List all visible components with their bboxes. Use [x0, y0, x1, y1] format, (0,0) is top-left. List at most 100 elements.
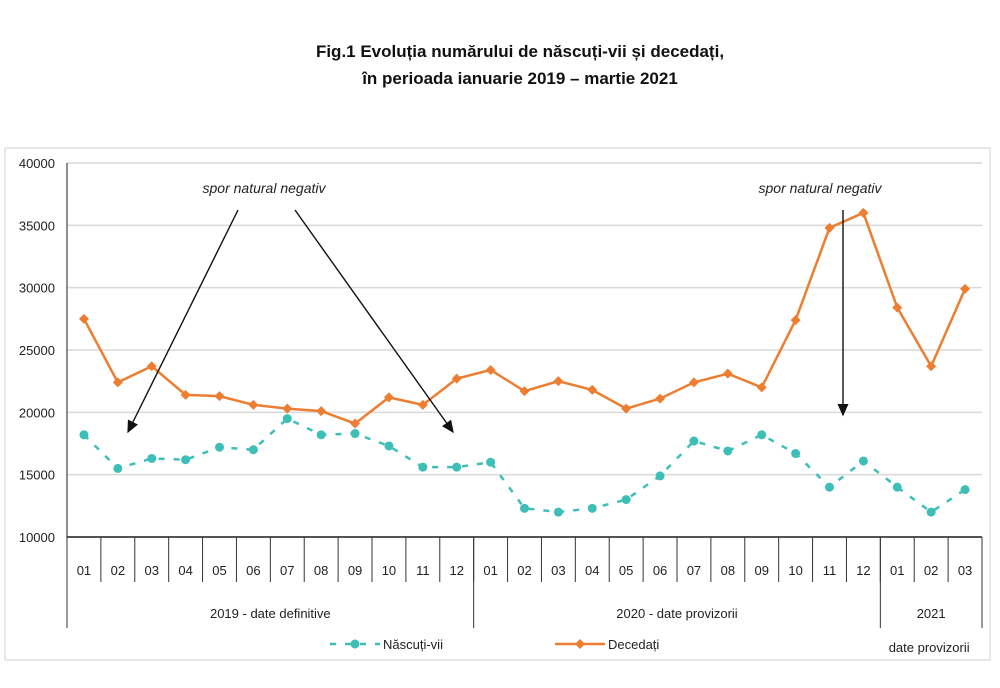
data-point: [892, 302, 903, 313]
y-tick-label: 20000: [19, 405, 55, 420]
data-point: [790, 315, 801, 326]
x-tick-label: 07: [687, 563, 701, 578]
y-tick-label: 35000: [19, 218, 55, 233]
x-tick-label: 01: [890, 563, 904, 578]
title-line-2: în perioada ianuarie 2019 – martie 2021: [362, 69, 678, 88]
y-tick-label: 40000: [19, 156, 55, 171]
legend-label: Decedați: [608, 637, 659, 652]
data-point: [486, 457, 496, 467]
data-point: [451, 373, 462, 384]
data-point: [553, 376, 564, 387]
data-point: [79, 430, 89, 440]
x-tick-label: 06: [246, 563, 260, 578]
data-point: [960, 485, 970, 495]
x-tick-label: 02: [924, 563, 938, 578]
series-line-0: [83, 417, 966, 514]
data-point: [926, 361, 937, 372]
data-point: [722, 368, 733, 379]
data-point: [519, 386, 530, 397]
data-point: [655, 393, 666, 404]
data-point: [689, 436, 699, 446]
data-point: [418, 462, 428, 472]
x-tick-label: 01: [483, 563, 497, 578]
data-point: [824, 222, 835, 233]
data-point: [180, 389, 191, 400]
data-point: [384, 441, 394, 451]
x-group-label: 2020 - date provizorii: [616, 606, 738, 621]
annotation-arrow: [127, 209, 239, 434]
data-point: [248, 399, 259, 410]
x-tick-label: 12: [449, 563, 463, 578]
data-point: [383, 392, 394, 403]
data-point: [215, 442, 224, 452]
data-point: [621, 495, 631, 505]
x-tick-label: 09: [754, 563, 768, 578]
x-tick-label: 04: [585, 563, 599, 578]
data-point: [113, 463, 123, 473]
data-point: [452, 462, 462, 472]
x-tick-label: 07: [280, 563, 294, 578]
data-point: [587, 384, 598, 395]
data-point: [621, 403, 632, 414]
x-tick-label: 09: [348, 563, 362, 578]
x-tick-label: 02: [111, 563, 125, 578]
y-tick-label: 30000: [19, 281, 55, 296]
data-point: [282, 403, 293, 414]
y-tick-label: 15000: [19, 468, 55, 483]
data-point: [723, 446, 733, 456]
x-tick-label: 05: [212, 563, 226, 578]
x-tick-label: 03: [551, 563, 565, 578]
chart-title: Fig.1 Evoluția numărului de născuți-vii …: [0, 38, 1000, 92]
data-point: [655, 471, 665, 481]
y-tick-label: 10000: [19, 530, 55, 545]
x-tick-label: 03: [958, 563, 972, 578]
data-point: [350, 429, 360, 439]
x-tick-label: 10: [382, 563, 396, 578]
title-line-1: Fig.1 Evoluția numărului de născuți-vii …: [315, 42, 725, 61]
x-group-label: 2019 - date definitive: [210, 606, 331, 621]
x-tick-label: 04: [178, 563, 192, 578]
data-point: [146, 361, 157, 372]
data-point: [417, 399, 428, 410]
x-group-label: 2021: [917, 606, 946, 621]
data-point: [825, 482, 834, 492]
x-tick-label: 11: [416, 563, 430, 578]
data-point: [520, 503, 529, 513]
legend-marker: [350, 639, 360, 649]
y-tick-label: 25000: [19, 343, 55, 358]
x-group-sublabel: date provizorii: [889, 640, 970, 655]
data-point: [248, 445, 258, 455]
data-point: [214, 391, 225, 402]
legend-label: Născuți-vii: [383, 637, 443, 652]
data-point: [78, 313, 89, 324]
x-tick-label: 10: [788, 563, 802, 578]
data-point: [791, 448, 801, 458]
data-point: [147, 453, 157, 463]
data-point: [485, 364, 496, 375]
data-point: [892, 482, 902, 492]
x-tick-label: 08: [314, 563, 328, 578]
data-point: [858, 456, 868, 466]
x-tick-label: 08: [721, 563, 735, 578]
data-point: [926, 507, 936, 517]
x-tick-label: 06: [653, 563, 667, 578]
data-point: [181, 455, 191, 465]
x-tick-label: 11: [823, 563, 837, 578]
x-tick-label: 01: [77, 563, 91, 578]
data-point: [960, 283, 971, 294]
annotation-arrow: [294, 209, 454, 434]
x-tick-label: 05: [619, 563, 633, 578]
data-point: [757, 430, 767, 440]
chart-frame: [4, 147, 991, 661]
annotation-text-2: spor natural negativ: [759, 180, 883, 196]
x-tick-label: 03: [144, 563, 158, 578]
legend-marker: [575, 639, 585, 649]
annotation-text-1: spor natural negativ: [203, 180, 327, 196]
data-point: [282, 414, 292, 424]
data-point: [316, 430, 326, 440]
data-point: [112, 377, 123, 388]
data-point: [553, 507, 563, 517]
data-point: [587, 503, 597, 513]
data-point: [756, 382, 767, 393]
